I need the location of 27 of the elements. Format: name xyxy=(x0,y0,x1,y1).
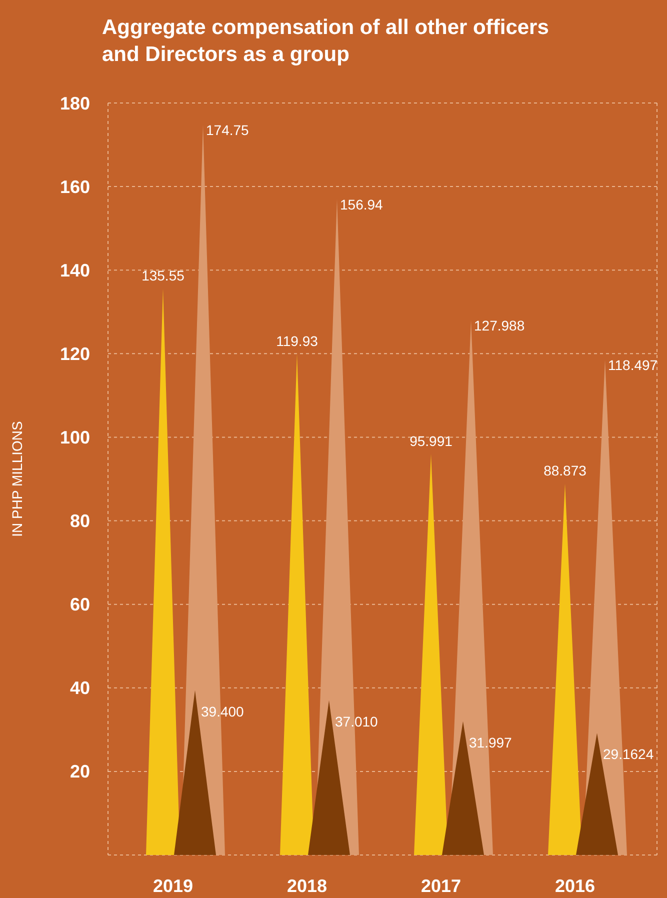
y-tick-label: 180 xyxy=(60,93,90,114)
x-tick-label: 2016 xyxy=(554,876,596,896)
text: 174.75 xyxy=(206,122,249,138)
text: 135.55 xyxy=(142,268,184,284)
y-tick-label: 140 xyxy=(60,260,90,280)
text: 95.991 xyxy=(410,432,452,449)
text: 119.93 xyxy=(276,332,318,349)
y-tick-label: 100 xyxy=(60,428,90,448)
text: 37.010 xyxy=(335,713,378,730)
y-tick-label: 20 xyxy=(70,762,90,782)
y-tick-label: 60 xyxy=(70,594,90,615)
x-tick-label: 2019 xyxy=(152,876,194,896)
y-axis-title: IN PHP MILLIONS xyxy=(9,421,25,537)
text: 88.873 xyxy=(544,462,586,479)
x-tick-label: 2017 xyxy=(420,876,462,896)
y-tick-label: 120 xyxy=(60,344,90,364)
chart-title: Aggregate compensation of all other officers and Directors as a group xyxy=(102,16,549,66)
text: 156.94 xyxy=(340,196,383,212)
text: 127.988 xyxy=(474,317,525,334)
text: 118.497 xyxy=(608,356,658,373)
y-tick-label: 160 xyxy=(60,176,90,197)
x-tick-label: 2018 xyxy=(286,876,328,896)
text: 39.400 xyxy=(201,703,244,720)
text: 29.1624 xyxy=(603,746,654,762)
text: 31.997 xyxy=(469,734,512,750)
y-tick-label: 40 xyxy=(70,678,90,698)
y-tick-label: 80 xyxy=(70,511,90,532)
